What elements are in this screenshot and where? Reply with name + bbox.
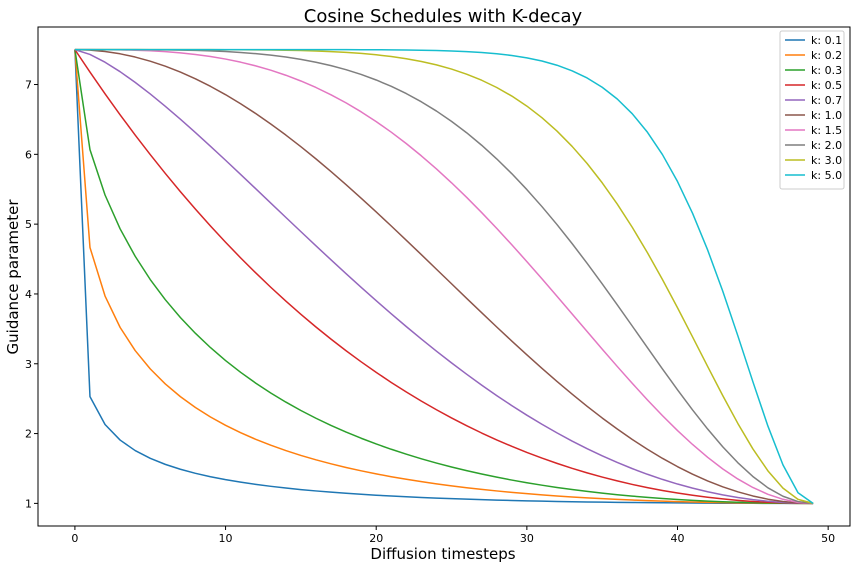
x-tick-label-3: 30 bbox=[520, 532, 534, 545]
y-tick-label-5: 6 bbox=[25, 148, 32, 161]
legend-label-3: k: 0.5 bbox=[811, 79, 842, 92]
x-tick-label-2: 20 bbox=[369, 532, 383, 545]
ticks-layer: 0 10 20 30 40 50 1 2 3 4 5 6 7 bbox=[25, 79, 835, 545]
legend-label-9: k: 5.0 bbox=[811, 169, 842, 182]
y-tick-label-4: 5 bbox=[25, 218, 32, 231]
legend-label-8: k: 3.0 bbox=[811, 154, 842, 167]
legend-label-1: k: 0.2 bbox=[811, 49, 842, 62]
x-tick-label-5: 50 bbox=[821, 532, 835, 545]
legend-label-5: k: 1.0 bbox=[811, 109, 842, 122]
chart-title: Cosine Schedules with K-decay bbox=[304, 6, 583, 27]
legend-label-6: k: 1.5 bbox=[811, 124, 842, 137]
y-tick-label-0: 1 bbox=[25, 497, 32, 510]
y-tick-label-2: 3 bbox=[25, 358, 32, 371]
series-line-7 bbox=[74, 48, 814, 505]
series-line-6 bbox=[74, 48, 814, 505]
plot-frame bbox=[37, 26, 851, 527]
series-line-4 bbox=[74, 48, 814, 505]
x-tick-label-0: 0 bbox=[71, 532, 78, 545]
series-line-3 bbox=[74, 49, 814, 505]
legend-label-7: k: 2.0 bbox=[811, 139, 842, 152]
x-tick-label-1: 10 bbox=[219, 532, 233, 545]
y-tick-label-1: 2 bbox=[25, 428, 32, 441]
series-layer bbox=[74, 48, 814, 505]
series-line-0 bbox=[74, 49, 814, 505]
series-line-5 bbox=[74, 48, 814, 505]
legend-label-4: k: 0.7 bbox=[811, 94, 842, 107]
y-tick-label-3: 4 bbox=[25, 288, 32, 301]
x-tick-label-4: 40 bbox=[671, 532, 685, 545]
y-axis-label: Guidance parameter bbox=[4, 199, 22, 355]
legend: k: 0.1 k: 0.2 k: 0.3 k: 0.5 k: 0.7 k: 1.0 k: 1… bbox=[779, 30, 845, 190]
legend-label-0: k: 0.1 bbox=[811, 34, 842, 47]
series-line-2 bbox=[74, 49, 814, 505]
y-tick-label-6: 7 bbox=[25, 79, 32, 92]
series-line-1 bbox=[74, 49, 814, 505]
legend-label-2: k: 0.3 bbox=[811, 64, 842, 77]
x-axis-label: Diffusion timesteps bbox=[370, 545, 515, 563]
series-line-9 bbox=[74, 48, 814, 504]
